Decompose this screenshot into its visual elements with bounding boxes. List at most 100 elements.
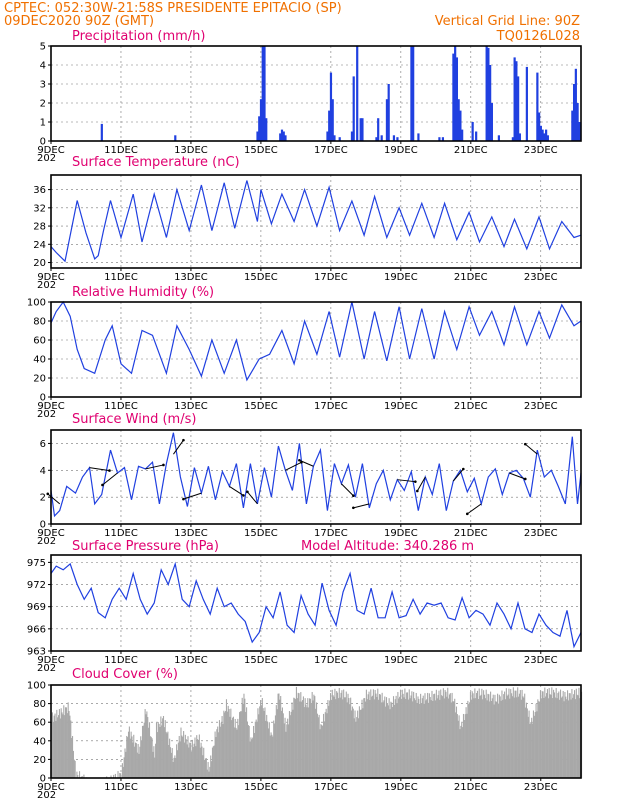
cloud-ytick-label: 0 bbox=[40, 774, 46, 785]
precip-xtick-label: 15DEC bbox=[244, 145, 278, 156]
precip-bar bbox=[545, 129, 548, 141]
cloud-bar bbox=[206, 769, 208, 778]
precip-bar bbox=[441, 137, 445, 141]
cloud-bar bbox=[497, 703, 500, 778]
temp-xtick-label: 9DEC bbox=[37, 272, 64, 283]
precip-bar bbox=[513, 57, 516, 141]
cloud-bar bbox=[316, 713, 318, 778]
cloud-bar bbox=[378, 694, 381, 778]
cloud-bar bbox=[59, 718, 61, 778]
precip-bar bbox=[326, 131, 329, 141]
cloud-bar bbox=[438, 690, 440, 778]
cloud-bar bbox=[274, 715, 276, 778]
cloud-bar bbox=[490, 700, 493, 778]
cloud-bar bbox=[141, 740, 143, 778]
cloud-bar bbox=[518, 696, 520, 778]
cloud-bar bbox=[253, 725, 255, 778]
cloud-bar bbox=[247, 725, 249, 778]
cloud-bar bbox=[572, 697, 574, 778]
cloud-bar bbox=[425, 700, 427, 778]
rh-ytick-label: 20 bbox=[33, 374, 46, 385]
cloud-bar bbox=[392, 707, 394, 778]
precip-bar bbox=[487, 47, 490, 141]
wind-xtick-label: 13DEC bbox=[174, 528, 208, 539]
cloud-bar bbox=[553, 692, 555, 778]
rh-panel: 0 20 40 60 80 100 9DEC 11DEC 13DEC 15DEC 17DEC 19DE… bbox=[27, 298, 582, 420]
cloud-bar bbox=[287, 718, 289, 778]
precip-bar bbox=[576, 103, 579, 141]
precip-bar bbox=[543, 133, 546, 141]
cloud-bar bbox=[207, 762, 209, 778]
precip-bar bbox=[571, 110, 574, 141]
cloud-bar bbox=[296, 698, 298, 778]
header-grid-line: Vertical Grid Line: 90Z bbox=[435, 14, 580, 29]
pressure-ytick-label: 969 bbox=[27, 602, 46, 613]
wind-arrow bbox=[89, 467, 110, 472]
cloud-bar bbox=[278, 693, 280, 778]
cloud-bar bbox=[544, 687, 546, 778]
cloud-bar bbox=[183, 742, 186, 778]
cloud-bar bbox=[157, 722, 159, 778]
cloud-bar bbox=[329, 693, 332, 778]
cloud-bar bbox=[494, 694, 496, 778]
cloud-bar bbox=[420, 693, 422, 778]
cloud-bar bbox=[311, 691, 313, 778]
precip-bar bbox=[489, 65, 492, 141]
cloud-bar bbox=[246, 721, 249, 778]
cloud-bar bbox=[431, 690, 433, 778]
cloud-bar bbox=[552, 698, 554, 778]
cloud-bar bbox=[177, 742, 179, 778]
cloud-bar bbox=[363, 698, 365, 778]
wind-arrow bbox=[341, 483, 354, 497]
cloud-bar bbox=[54, 713, 56, 778]
precip-bar bbox=[471, 122, 474, 141]
wind-xtick-label: 9DEC bbox=[37, 528, 64, 539]
cloud-bar bbox=[427, 692, 429, 778]
cloud-bar bbox=[283, 723, 285, 778]
cloud-bar bbox=[359, 709, 361, 778]
wind-arrow-head bbox=[108, 469, 111, 472]
cloud-bar bbox=[547, 698, 549, 778]
cloud-bar bbox=[347, 693, 349, 778]
cloud-bar bbox=[248, 725, 250, 778]
cloud-bar bbox=[123, 757, 125, 778]
cloud-bar bbox=[331, 689, 333, 778]
precip-bar bbox=[261, 46, 264, 141]
wind-frame bbox=[50, 429, 582, 525]
cloud-bar bbox=[267, 728, 269, 778]
cloud-bar bbox=[300, 692, 302, 778]
cloud-bar bbox=[366, 699, 368, 778]
cloud-bar bbox=[182, 736, 184, 778]
temp-ytick-label: 20 bbox=[33, 258, 46, 269]
cloud-bar bbox=[211, 747, 214, 778]
cloud-bar bbox=[281, 710, 283, 778]
cloud-bar bbox=[394, 699, 396, 778]
cloud-bar bbox=[483, 694, 486, 778]
cloud-bar bbox=[538, 701, 540, 778]
cloud-bar bbox=[500, 700, 502, 778]
cloud-bar bbox=[167, 731, 169, 778]
pressure-xtick-label: 23DEC bbox=[524, 655, 558, 666]
rh-year-label: 202 bbox=[37, 409, 56, 420]
cloud-bar bbox=[257, 708, 259, 778]
cloud-bar bbox=[353, 718, 355, 778]
cloud-bar bbox=[217, 726, 219, 778]
cloud-bar bbox=[188, 747, 190, 778]
cloud-bar bbox=[383, 700, 385, 778]
cloud-bar bbox=[309, 698, 311, 778]
cloud-bar bbox=[299, 701, 301, 778]
cloud-bar bbox=[469, 691, 472, 778]
cloud-bar bbox=[365, 689, 367, 778]
precip-bar bbox=[457, 99, 460, 141]
cloud-bar bbox=[236, 729, 238, 778]
cloud-bar bbox=[146, 711, 148, 778]
wind-arrow-head bbox=[523, 477, 527, 481]
cloud-bar bbox=[504, 691, 506, 778]
rh-xtick-label: 9DEC bbox=[37, 401, 64, 412]
wind-arrow-head bbox=[416, 489, 419, 493]
cloud-bar bbox=[460, 725, 462, 778]
cloud-bar bbox=[302, 696, 304, 778]
cloud-bar bbox=[418, 698, 420, 778]
cloud-bar bbox=[479, 695, 481, 778]
cloud-bar bbox=[198, 734, 200, 778]
